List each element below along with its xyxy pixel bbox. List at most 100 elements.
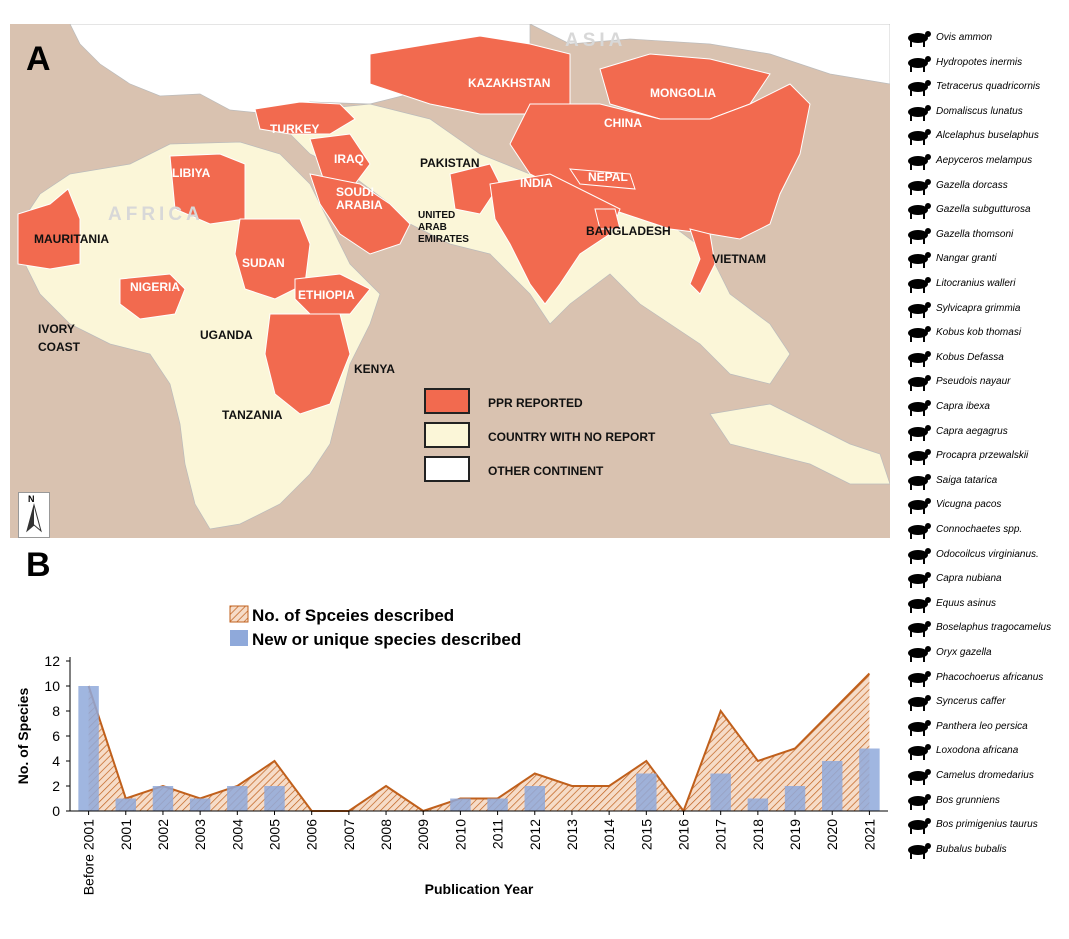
panel-a-letter: A [26, 40, 51, 78]
y-tick-label-12: 12 [44, 653, 60, 669]
country-label-mauritania: MAURITANIA [34, 232, 110, 246]
country-label-iraq: IRAQ [334, 152, 364, 166]
bar-new-species-3 [189, 798, 211, 811]
animal-silhouette-icon [904, 300, 932, 318]
vietnam-shape [689, 228, 716, 295]
east-africa-shape [264, 313, 351, 415]
bar-new-species-11 [487, 798, 508, 811]
country-label-nepal: NEPAL [588, 170, 628, 184]
country-label-india: INDIA [520, 176, 553, 190]
animal-silhouette-icon [904, 250, 932, 269]
bar-new-species-19 [784, 786, 806, 811]
country-label-uae: UNITED ARAB EMIRATES [418, 210, 469, 245]
species-name: Camelus dromedarius [936, 770, 1034, 781]
animal-silhouette-icon [904, 767, 932, 785]
species-name: Saiga tatarica [936, 474, 998, 486]
country-label-bangladesh: BANGLADESH [586, 224, 671, 238]
species-item: Nangar granti [902, 249, 1067, 269]
animal-silhouette-icon [904, 127, 932, 146]
species-item: Bos grunniens [902, 791, 1067, 811]
bar-new-species-1 [115, 798, 136, 811]
animal-silhouette-icon [904, 570, 932, 589]
x-tick-label-10: 2010 [452, 819, 468, 850]
x-tick-label-2: 2002 [155, 819, 171, 850]
species-name: Equus asinus [936, 597, 997, 609]
species-item: Litocranius walleri [902, 274, 1067, 294]
species-name: Domaliscus lunatus [936, 105, 1023, 117]
species-item: Gazella subgutturosa [902, 200, 1067, 220]
x-tick-label-9: 2009 [415, 819, 431, 850]
species-name: Connochaetes spp. [936, 524, 1023, 535]
species-item: Procapra przewalskii [902, 446, 1067, 466]
animal-silhouette-icon [904, 275, 932, 293]
animal-silhouette-icon [904, 103, 932, 121]
x-tick-label-17: 2017 [713, 819, 729, 850]
species-item: Camelus dromedarius [902, 766, 1067, 786]
country-label-tanzania: TANZANIA [222, 408, 283, 422]
animal-silhouette-icon [904, 619, 932, 638]
species-name: Syncerus caffer [936, 696, 1006, 708]
area-series-fill [88, 673, 870, 811]
species-name: Panthera leo persica [936, 720, 1028, 732]
species-name: Oryx gazella [936, 647, 992, 658]
ethiopia-shape [294, 273, 371, 315]
x-tick-label-8: 2008 [378, 819, 394, 850]
bar-new-species-17 [710, 773, 731, 811]
species-item: Equus asinus [902, 594, 1067, 614]
country-label-kazakhstan: KAZAKHSTAN [468, 76, 551, 90]
animal-silhouette-icon [904, 841, 932, 859]
bar-new-species-18 [747, 798, 769, 811]
species-item: Gazella dorcass [902, 176, 1067, 196]
bar-new-species-5 [264, 786, 285, 811]
species-name: Sylvicapra grimmia [936, 302, 1021, 314]
species-name: Bos primigenius taurus [936, 819, 1038, 831]
x-tick-label-14: 2014 [601, 819, 617, 850]
animal-silhouette-icon [904, 324, 932, 343]
legend-swatch-area [229, 605, 249, 623]
mauritania-shape [17, 188, 81, 270]
x-tick-label-6: 2006 [304, 819, 320, 850]
y-axis-title: No. of Species [15, 688, 31, 785]
species-name: Aepyceros melampus [936, 155, 1033, 166]
species-name: Hydropotes inermis [936, 56, 1023, 68]
species-name: Bos grunniens [936, 794, 1000, 806]
species-item: Loxodona africana [902, 741, 1067, 761]
x-tick-label-21: 2021 [861, 819, 877, 850]
y-tick-label-6: 6 [52, 728, 60, 744]
species-name: Litocranius walleri [936, 278, 1016, 289]
animal-silhouette-icon [904, 29, 932, 47]
species-item: Odocoilcus virginianus. [902, 545, 1067, 565]
y-tick-label-4: 4 [52, 753, 60, 769]
animal-silhouette-icon [904, 423, 932, 441]
species-name: Kobus kob thomasi [936, 327, 1022, 339]
animal-silhouette-icon [904, 546, 932, 564]
x-axis-title: Publication Year [425, 881, 534, 897]
y-tick-label-8: 8 [52, 703, 60, 719]
legend-label-bar: New or unique species described [252, 630, 521, 649]
bar-new-species-4 [227, 786, 248, 811]
species-name: Gazella thomsoni [936, 228, 1014, 240]
x-tick-label-20: 2020 [824, 819, 840, 850]
x-tick-label-18: 2018 [750, 819, 766, 850]
species-item: Hydropotes inermis [902, 53, 1067, 73]
pakistan-shape [449, 163, 501, 215]
x-tick-label-4: 2004 [229, 819, 245, 850]
country-label-ivory-coast: IVORY COAST [38, 322, 80, 354]
animal-silhouette-icon [904, 792, 932, 810]
species-item: Sylvicapra grimmia [902, 299, 1067, 319]
north-arrow-label: N [28, 494, 35, 504]
legend-label-no-report: COUNTRY WITH NO REPORT [488, 430, 656, 444]
animal-silhouette-icon [904, 816, 932, 835]
legend-swatch-bar [230, 630, 248, 646]
animal-silhouette-icon [904, 595, 932, 613]
y-tick-label-2: 2 [52, 778, 60, 794]
species-name: Capra ibexa [936, 401, 990, 412]
species-item: Capra ibexa [902, 397, 1067, 417]
x-tick-label-3: 2003 [192, 819, 208, 850]
animal-silhouette-icon [904, 472, 932, 490]
species-item: Bos primigenius taurus [902, 815, 1067, 835]
species-item: Aepyceros melampus [902, 151, 1067, 171]
x-tick-label-13: 2013 [564, 819, 580, 850]
animal-silhouette-icon [904, 693, 932, 712]
legend-swatch-no-report [424, 422, 470, 448]
